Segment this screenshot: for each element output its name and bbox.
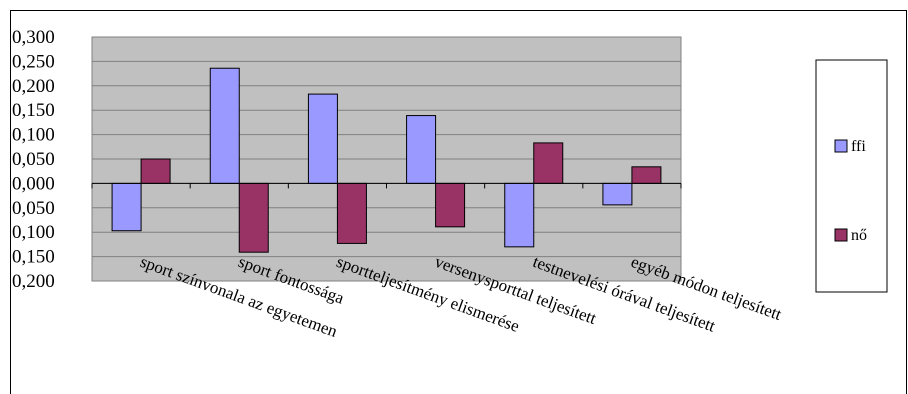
y-tick-label: 0,200 [12, 76, 55, 97]
x-axis-tick-marks [91, 183, 682, 189]
legend-box [815, 59, 888, 293]
bar-no-4 [533, 142, 564, 184]
y-tick-label: 0,100 [12, 125, 55, 146]
bar-no-1 [238, 182, 269, 253]
bar-ffi-0 [111, 182, 142, 232]
y-tick-label: 0,050 [12, 198, 55, 219]
y-tick-label: 0,050 [12, 149, 55, 170]
bar-no-3 [435, 182, 466, 228]
legend-swatch-ffi [834, 139, 848, 153]
bar-no-5 [631, 166, 662, 184]
bar-ffi-4 [504, 182, 535, 248]
y-tick-label: 0,150 [12, 247, 55, 268]
bar-no-0 [140, 158, 171, 184]
legend: ffi nő [815, 59, 888, 293]
bar-ffi-5 [602, 182, 633, 206]
y-tick-label: 0,100 [12, 222, 55, 243]
bar-no-2 [336, 182, 367, 244]
chart-frame [10, 10, 907, 394]
y-tick-label: 0,250 [12, 51, 55, 72]
y-tick-label: 0,300 [12, 27, 55, 48]
y-tick-label: 0,150 [12, 100, 55, 121]
legend-label-ffi: ffi [851, 138, 866, 155]
bar-ffi-1 [209, 67, 240, 184]
legend-swatch-no [834, 228, 848, 242]
y-tick-label: 0,000 [12, 173, 55, 194]
y-axis-ticks: 0,300 0,250 0,200 0,150 0,100 0,050 0,000 0,050… [12, 27, 55, 292]
legend-label-no: nő [851, 227, 867, 244]
bar-ffi-2 [307, 93, 338, 184]
bar-ffi-3 [406, 115, 437, 184]
y-tick-label: 0,200 [12, 271, 55, 292]
